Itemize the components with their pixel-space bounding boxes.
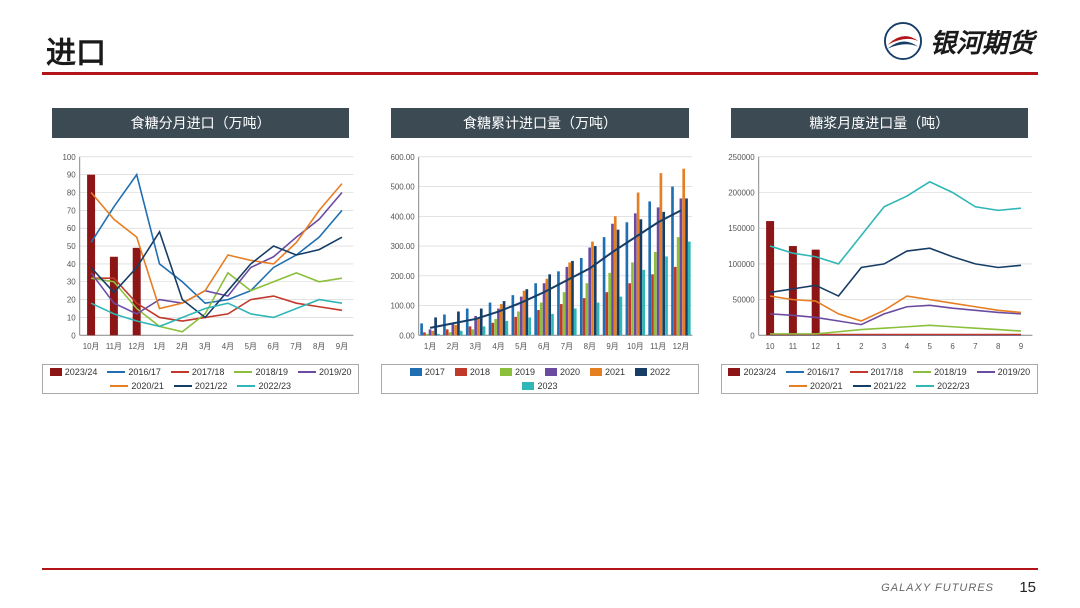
svg-text:6月: 6月 bbox=[267, 342, 279, 351]
svg-text:100000: 100000 bbox=[728, 260, 755, 269]
page-number: 15 bbox=[1019, 579, 1036, 596]
svg-text:0.00: 0.00 bbox=[400, 331, 416, 340]
svg-text:80: 80 bbox=[67, 188, 76, 197]
footer-label: GALAXY FUTURES bbox=[881, 582, 994, 594]
svg-text:7: 7 bbox=[973, 342, 977, 351]
title-underline bbox=[42, 72, 1038, 75]
svg-text:9: 9 bbox=[1018, 342, 1023, 351]
chart2-legend: 2017201820192020202120222023 bbox=[381, 364, 698, 394]
svg-text:9月: 9月 bbox=[607, 342, 619, 351]
svg-text:100: 100 bbox=[62, 153, 76, 162]
svg-text:7月: 7月 bbox=[290, 342, 302, 351]
svg-text:150000: 150000 bbox=[728, 224, 755, 233]
svg-text:20: 20 bbox=[67, 296, 76, 305]
svg-text:500.00: 500.00 bbox=[391, 183, 416, 192]
svg-text:12月: 12月 bbox=[673, 342, 690, 351]
chart2-plot: 0.00 100.00 200.00 300.00 400.00 500.00 600.00… bbox=[381, 148, 698, 358]
svg-text:90: 90 bbox=[67, 171, 76, 180]
page-title: 进口 bbox=[46, 28, 106, 72]
chart3-legend: 2023/242016/172017/182018/192019/202020/… bbox=[721, 364, 1038, 394]
svg-text:6: 6 bbox=[950, 342, 955, 351]
charts-row: 食糖分月进口（万吨） 010203040506070809010010月11月1… bbox=[42, 108, 1038, 394]
svg-text:100.00: 100.00 bbox=[391, 302, 416, 311]
chart1-title: 食糖分月进口（万吨） bbox=[52, 108, 349, 138]
chart3-title: 糖浆月度进口量（吨） bbox=[731, 108, 1028, 138]
svg-text:11月: 11月 bbox=[650, 342, 666, 351]
chart1-plot: 0 10 20 30 40 50 60 70 80 90 100 10月 11月 12月 1月 2月 3月 4月 5… bbox=[42, 148, 359, 358]
svg-text:200.00: 200.00 bbox=[391, 272, 416, 281]
svg-text:6月: 6月 bbox=[538, 342, 550, 351]
svg-text:3月: 3月 bbox=[199, 342, 211, 351]
chart1-legend: 2023/242016/172017/182018/192019/202020/… bbox=[42, 364, 359, 394]
svg-text:3月: 3月 bbox=[470, 342, 482, 351]
svg-text:8月: 8月 bbox=[313, 342, 325, 351]
brand-logo: 银河期货 bbox=[884, 22, 1034, 60]
svg-text:0: 0 bbox=[750, 331, 755, 340]
svg-text:300.00: 300.00 bbox=[391, 242, 416, 251]
svg-text:2: 2 bbox=[859, 342, 863, 351]
svg-text:30: 30 bbox=[67, 278, 76, 287]
chart3-plot: 0500001000001500002000002500001011121234… bbox=[721, 148, 1038, 358]
chart-monthly-import: 食糖分月进口（万吨） 0 10 20 30 40 50 60 70 80 90 100 10月 11月 1… bbox=[42, 108, 359, 394]
svg-text:1月: 1月 bbox=[153, 342, 165, 351]
brand-name: 银河期货 bbox=[930, 23, 1034, 60]
galaxy-logo-icon bbox=[884, 22, 922, 60]
svg-text:9月: 9月 bbox=[336, 342, 348, 351]
svg-text:7月: 7月 bbox=[561, 342, 573, 351]
svg-text:10月: 10月 bbox=[627, 342, 644, 351]
svg-text:5月: 5月 bbox=[515, 342, 527, 351]
chart-cumulative-import: 食糖累计进口量（万吨） 0.00 100.00 200.00 300.00 400.00… bbox=[381, 108, 698, 394]
svg-text:1月: 1月 bbox=[424, 342, 436, 351]
svg-text:50: 50 bbox=[67, 242, 76, 251]
svg-text:8月: 8月 bbox=[584, 342, 596, 351]
svg-text:600.00: 600.00 bbox=[391, 153, 416, 162]
footer-rule bbox=[42, 568, 1038, 570]
svg-text:4: 4 bbox=[904, 342, 909, 351]
svg-text:2月: 2月 bbox=[176, 342, 188, 351]
svg-text:400.00: 400.00 bbox=[391, 212, 416, 221]
svg-text:10: 10 bbox=[67, 313, 76, 322]
svg-text:0: 0 bbox=[71, 331, 76, 340]
svg-text:60: 60 bbox=[67, 224, 76, 233]
svg-text:3: 3 bbox=[882, 342, 887, 351]
svg-text:4月: 4月 bbox=[222, 342, 234, 351]
svg-text:8: 8 bbox=[996, 342, 1001, 351]
svg-text:200000: 200000 bbox=[728, 188, 755, 197]
svg-text:12: 12 bbox=[811, 342, 820, 351]
svg-text:5: 5 bbox=[927, 342, 932, 351]
svg-text:1: 1 bbox=[836, 342, 841, 351]
svg-text:4月: 4月 bbox=[493, 342, 505, 351]
chart-syrup-import: 糖浆月度进口量（吨） 0 50000 100000 150000 200000 25000… bbox=[721, 108, 1038, 394]
svg-text:70: 70 bbox=[67, 206, 76, 215]
svg-text:11月: 11月 bbox=[106, 342, 122, 351]
svg-text:250000: 250000 bbox=[728, 153, 755, 162]
svg-text:2月: 2月 bbox=[447, 342, 459, 351]
svg-text:10月: 10月 bbox=[83, 342, 100, 351]
svg-text:12月: 12月 bbox=[128, 342, 145, 351]
chart2-title: 食糖累计进口量（万吨） bbox=[391, 108, 688, 138]
svg-text:40: 40 bbox=[67, 260, 76, 269]
svg-text:10: 10 bbox=[765, 342, 774, 351]
svg-text:5月: 5月 bbox=[245, 342, 257, 351]
svg-text:11: 11 bbox=[788, 342, 797, 351]
svg-text:50000: 50000 bbox=[732, 296, 755, 305]
